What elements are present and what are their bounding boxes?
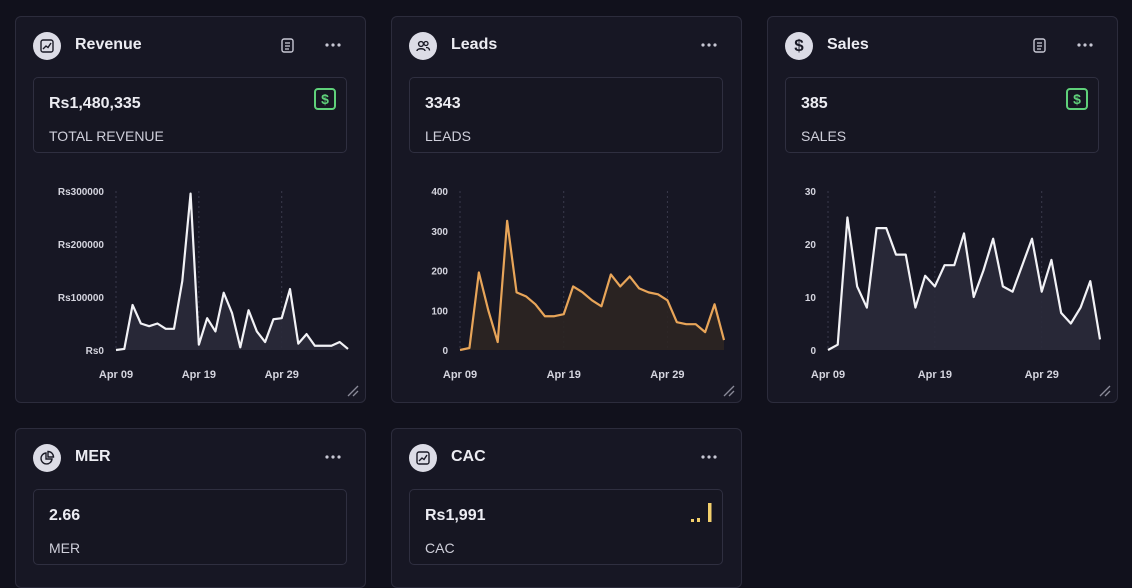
more-options-button[interactable] [1075, 36, 1095, 54]
resize-handle-icon[interactable] [723, 385, 735, 397]
card-title: MER [75, 448, 111, 466]
cac-card: CAC Rs1,991 CAC [391, 428, 742, 588]
kpi-value: 3343 [425, 95, 461, 113]
x-tick-label: Apr 19 [547, 369, 581, 381]
x-tick-label: Apr 09 [443, 369, 477, 381]
kpi-box: 385 SALES $ [785, 77, 1099, 153]
signal-bars-icon [690, 502, 712, 524]
users-icon [409, 32, 437, 60]
card-title: Leads [451, 36, 497, 54]
leads-chart: Apr 09 Apr 19 Apr 29 0 100 200 300 400 [407, 177, 727, 397]
x-tick-label: Apr 29 [1025, 369, 1059, 381]
y-tick-label: Rs300000 [58, 187, 105, 198]
kpi-value: Rs1,991 [425, 507, 486, 525]
leads-card: Leads 3343 LEADS Apr 09 Apr 19 Apr 29 0 100 2… [391, 16, 742, 403]
y-tick-label: Rs0 [86, 346, 105, 357]
mer-card: MER 2.66 MER [15, 428, 366, 588]
kpi-value: Rs1,480,335 [49, 95, 141, 113]
card-title: CAC [451, 448, 486, 466]
kpi-label: CAC [425, 540, 455, 556]
kpi-label: TOTAL REVENUE [49, 128, 164, 144]
pie-chart-icon [33, 444, 61, 472]
notes-icon[interactable] [1029, 36, 1049, 54]
dollar-badge-icon: $ [314, 88, 336, 110]
kpi-label: SALES [801, 128, 846, 144]
resize-handle-icon[interactable] [347, 385, 359, 397]
kpi-box: 3343 LEADS [409, 77, 723, 153]
trend-chart-icon [409, 444, 437, 472]
sales-chart: Apr 09 Apr 19 Apr 29 0 10 20 30 [783, 177, 1103, 397]
y-tick-label: 100 [431, 306, 448, 317]
trend-chart-icon [33, 32, 61, 60]
kpi-box: Rs1,480,335 TOTAL REVENUE $ [33, 77, 347, 153]
card-title: Revenue [75, 36, 142, 54]
y-tick-label: 0 [810, 346, 816, 357]
more-options-button[interactable] [699, 36, 719, 54]
more-options-button[interactable] [323, 36, 343, 54]
y-tick-label: 0 [442, 346, 448, 357]
x-tick-label: Apr 29 [265, 369, 299, 381]
y-tick-label: 30 [805, 187, 817, 198]
x-tick-label: Apr 09 [99, 369, 133, 381]
y-tick-label: Rs200000 [58, 240, 105, 251]
x-tick-label: Apr 19 [182, 369, 216, 381]
y-tick-label: 10 [805, 293, 817, 304]
x-tick-label: Apr 19 [918, 369, 952, 381]
more-options-button[interactable] [323, 448, 343, 466]
resize-handle-icon[interactable] [1099, 385, 1111, 397]
x-tick-label: Apr 09 [811, 369, 845, 381]
revenue-card: Revenue Rs1,480,335 TOTAL REVENUE $ Apr … [15, 16, 366, 403]
y-tick-label: 400 [431, 187, 448, 198]
kpi-label: MER [49, 540, 80, 556]
kpi-box: 2.66 MER [33, 489, 347, 565]
y-tick-label: Rs100000 [58, 293, 105, 304]
sales-card: $ Sales 385 SALES $ Apr 09 Apr 19 Apr 29 0 1… [767, 16, 1118, 403]
y-tick-label: 20 [805, 240, 817, 251]
kpi-value: 2.66 [49, 507, 80, 525]
x-tick-label: Apr 29 [650, 369, 684, 381]
revenue-chart: Apr 09 Apr 19 Apr 29 Rs0 Rs100000 Rs200000 Rs3… [31, 177, 351, 397]
y-tick-label: 200 [431, 267, 448, 278]
kpi-value: 385 [801, 95, 828, 113]
dollar-badge-icon: $ [1066, 88, 1088, 110]
y-tick-label: 300 [431, 227, 448, 238]
dollar-circle-icon: $ [785, 32, 813, 60]
card-title: Sales [827, 36, 869, 54]
kpi-label: LEADS [425, 128, 471, 144]
kpi-box: Rs1,991 CAC [409, 489, 723, 565]
more-options-button[interactable] [699, 448, 719, 466]
notes-icon[interactable] [277, 36, 297, 54]
